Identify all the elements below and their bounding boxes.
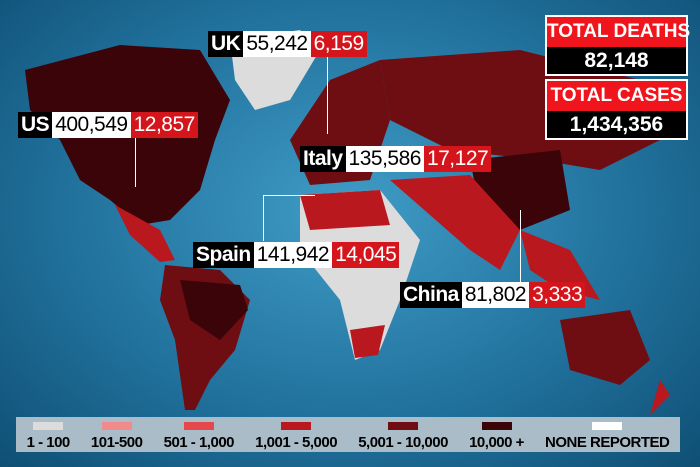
country-cases: 55,242 — [243, 31, 311, 57]
legend: 1 - 100 101-500 501 - 1,000 1,001 - 5,00… — [16, 417, 680, 452]
country-cases: 400,549 — [52, 112, 131, 138]
country-label-uk: UK 55,242 6,159 — [208, 31, 367, 57]
legend-item: 1,001 - 5,000 — [251, 420, 341, 452]
total-cases-box: TOTAL CASES 1,434,356 — [545, 79, 688, 140]
country-label-spain: Spain 141,942 14,045 — [193, 242, 400, 268]
country-name: UK — [208, 31, 244, 57]
legend-swatch — [101, 422, 132, 430]
total-cases-label: TOTAL CASES — [547, 81, 686, 111]
country-label-china: China 81,802 3,333 — [400, 282, 586, 308]
country-deaths: 6,159 — [310, 31, 367, 57]
legend-swatch — [281, 422, 312, 430]
legend-item: 5,001 - 10,000 — [354, 420, 452, 452]
country-name: US — [18, 112, 53, 138]
country-name: Italy — [300, 146, 346, 172]
country-deaths: 3,333 — [529, 282, 586, 308]
legend-label: 1 - 100 — [26, 434, 71, 451]
central-america — [115, 205, 175, 262]
legend-label: NONE REPORTED — [545, 434, 670, 451]
country-label-us: US 400,549 12,857 — [18, 112, 198, 138]
legend-swatch — [183, 422, 214, 430]
new-zealand — [650, 380, 670, 415]
country-name: China — [400, 282, 462, 308]
legend-label: 10,000 + — [469, 434, 524, 451]
legend-swatch — [388, 422, 419, 430]
spain-pointer-line — [263, 195, 264, 241]
country-cases: 135,586 — [345, 146, 424, 172]
legend-item: 101-500 — [87, 420, 147, 452]
middle-east-india — [390, 175, 520, 270]
legend-item: 10,000 + — [465, 420, 528, 452]
total-deaths-value: 82,148 — [584, 49, 649, 72]
legend-label: 101-500 — [90, 434, 143, 451]
country-cases: 141,942 — [253, 242, 333, 268]
country-deaths: 14,045 — [332, 242, 400, 268]
china-pointer-line — [520, 210, 521, 282]
country-cases: 81,802 — [461, 282, 530, 308]
africa — [300, 190, 420, 360]
legend-label: 501 - 1,000 — [163, 434, 235, 451]
total-deaths-box: TOTAL DEATHS 82,148 — [545, 15, 690, 76]
country-name: Spain — [193, 242, 254, 268]
legend-swatch — [33, 422, 64, 430]
legend-label: 1,001 - 5,000 — [255, 434, 338, 451]
north-africa — [300, 190, 390, 230]
spain-pointer-line-h — [263, 195, 315, 196]
country-label-italy: Italy 135,586 17,127 — [300, 146, 492, 172]
legend-swatch — [481, 422, 512, 430]
country-deaths: 17,127 — [423, 146, 492, 172]
south-africa — [350, 325, 385, 358]
brazil — [180, 280, 248, 340]
country-deaths: 12,857 — [130, 112, 198, 138]
uk-pointer-line — [327, 57, 328, 134]
legend-item: 501 - 1,000 — [160, 420, 238, 452]
legend-item: 1 - 100 — [23, 420, 74, 452]
total-deaths-label: TOTAL DEATHS — [547, 17, 690, 47]
australia — [560, 310, 650, 385]
legend-label: 5,001 - 10,000 — [358, 434, 448, 451]
legend-swatch — [592, 422, 623, 430]
legend-item: NONE REPORTED — [541, 420, 673, 452]
us-pointer-line — [135, 137, 136, 187]
total-cases-value: 1,434,356 — [569, 113, 664, 136]
